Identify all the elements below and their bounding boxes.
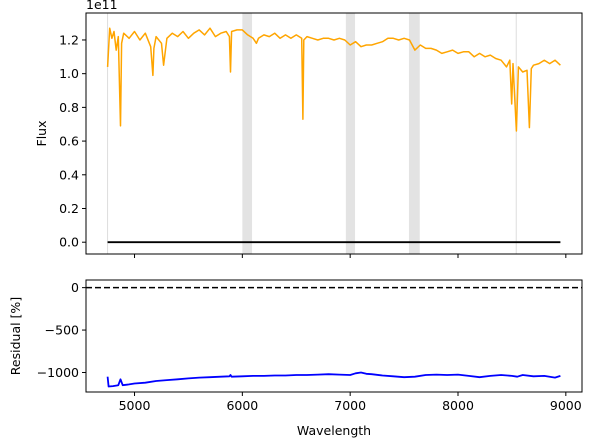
x-tick-label: 7000: [334, 398, 366, 413]
x-tick-label: 5000: [119, 398, 151, 413]
flux-y-tick-label: 1.0: [59, 66, 79, 81]
flux-series-line: [106, 27, 561, 132]
residual-axes-frame: [85, 279, 583, 393]
flux-y-tick-label: 0.8: [59, 100, 79, 115]
flux-y-tick-label: 0.2: [59, 201, 79, 216]
x-tick-label: 8000: [442, 398, 474, 413]
residual-series-group: [106, 371, 561, 388]
flux-y-tick-label: 0.6: [59, 134, 79, 149]
shaded-region-0: [242, 13, 253, 254]
flux-y-tick-label: 1.2: [59, 32, 79, 47]
x-axis-label: Wavelength: [297, 423, 371, 438]
x-tick-label: 9000: [550, 398, 582, 413]
shaded-region-1: [345, 13, 356, 254]
residual-y-tick-label: −1000: [37, 365, 79, 380]
flux-axes-frame: [85, 12, 583, 255]
flux-panel: 0.0 0.2 0.4 0.6 0.8 1.0 1.2 1e11 Flux: [34, 0, 583, 258]
vertical-lines: [107, 13, 517, 254]
shaded-regions: [242, 13, 420, 254]
flux-offset-text: 1e11: [86, 0, 118, 12]
residual-y-ticks: 0 −500 −1000: [37, 280, 86, 380]
residual-y-tick-label: −500: [45, 323, 79, 338]
flux-y-axis-label: Flux: [34, 121, 49, 147]
flux-y-tick-label: 0.4: [59, 167, 79, 182]
flux-y-ticks: 0.0 0.2 0.4 0.6 0.8 1.0 1.2: [59, 32, 86, 250]
flux-y-tick-label: 0.0: [59, 235, 79, 250]
residual-x-ticks: 5000 6000 7000 8000 9000: [119, 392, 582, 413]
shaded-region-2: [408, 13, 420, 254]
residual-y-tick-label: 0: [71, 280, 79, 295]
x-tick-label: 6000: [226, 398, 258, 413]
flux-series-group: [106, 27, 561, 244]
flux-x-ticks: [134, 254, 567, 258]
residual-series-line: [106, 371, 561, 388]
residual-y-axis-label: Residual [%]: [8, 297, 23, 375]
residual-panel: 0 −500 −1000 5000 6000 7000 8000 9000 Residual…: [8, 279, 583, 438]
